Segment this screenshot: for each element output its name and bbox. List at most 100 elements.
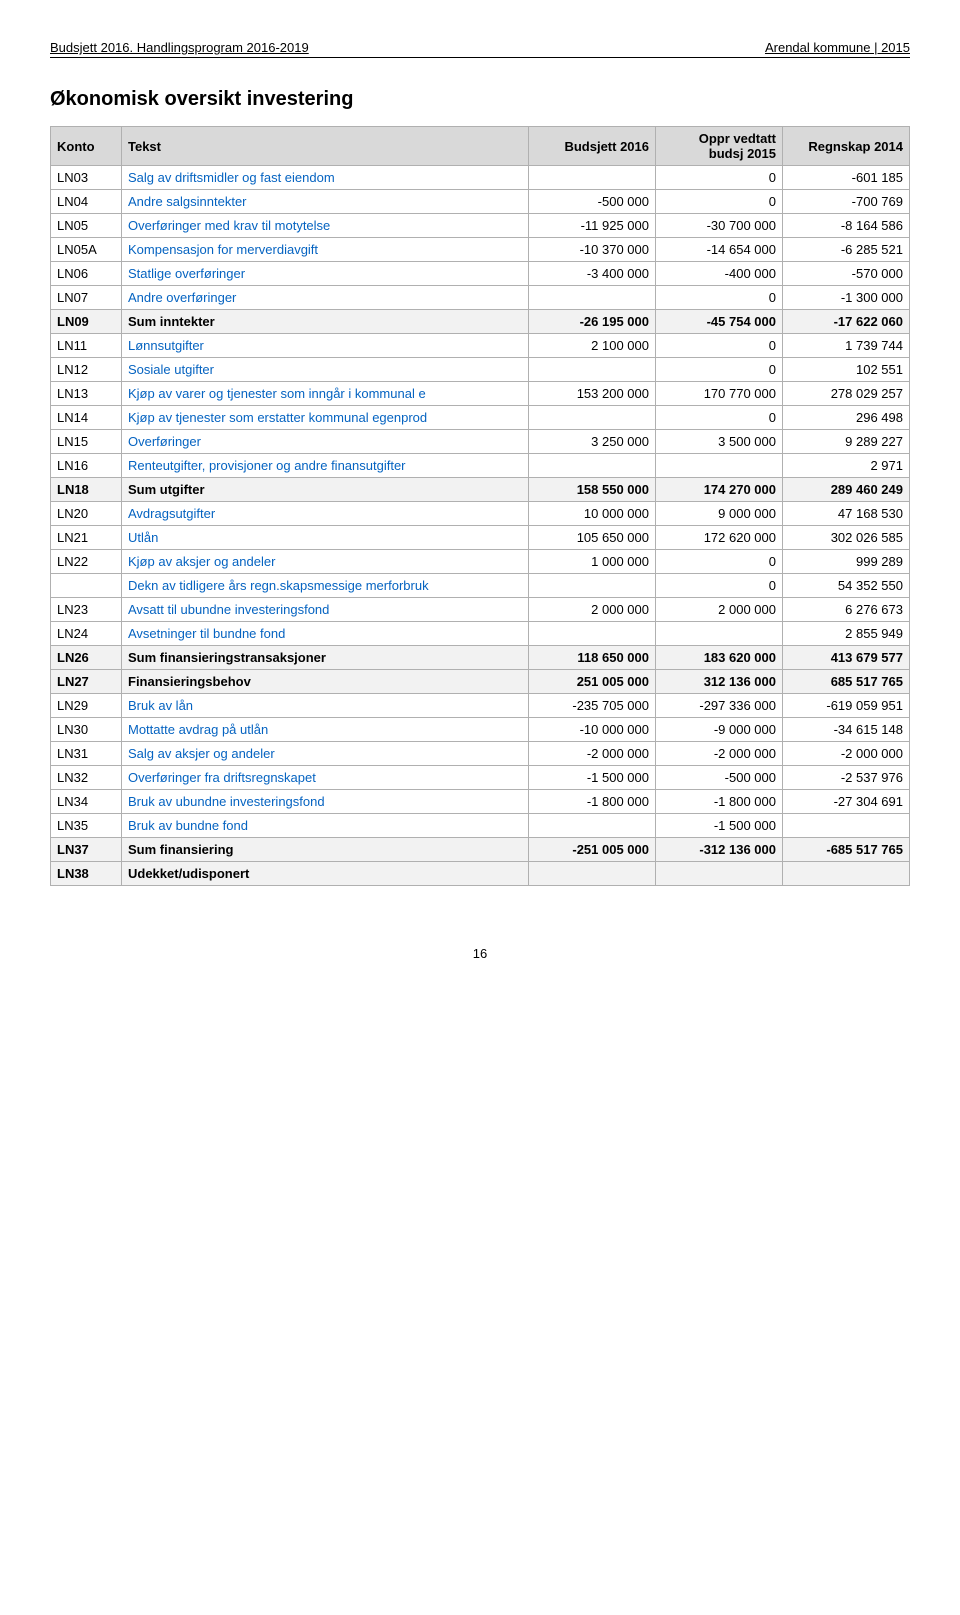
cell-tekst[interactable]: Overføringer — [122, 430, 529, 454]
table-row: LN06Statlige overføringer-3 400 000-400 … — [51, 262, 910, 286]
cell-c2: -9 000 000 — [656, 718, 783, 742]
cell-tekst[interactable]: Avsatt til ubundne investeringsfond — [122, 598, 529, 622]
cell-tekst[interactable]: Avdragsutgifter — [122, 502, 529, 526]
cell-c3: -601 185 — [783, 166, 910, 190]
table-row: LN11Lønnsutgifter2 100 00001 739 744 — [51, 334, 910, 358]
cell-konto: LN30 — [51, 718, 122, 742]
cell-c1: -26 195 000 — [529, 310, 656, 334]
cell-konto: LN35 — [51, 814, 122, 838]
cell-c2 — [656, 862, 783, 886]
cell-konto: LN20 — [51, 502, 122, 526]
cell-c3: -2 537 976 — [783, 766, 910, 790]
cell-konto: LN15 — [51, 430, 122, 454]
table-row: LN05AKompensasjon for merverdiavgift-10 … — [51, 238, 910, 262]
cell-konto: LN04 — [51, 190, 122, 214]
cell-c3: -685 517 765 — [783, 838, 910, 862]
cell-c1: 153 200 000 — [529, 382, 656, 406]
doc-header-right: Arendal kommune | 2015 — [765, 40, 910, 55]
document-header: Budsjett 2016. Handlingsprogram 2016-201… — [50, 40, 910, 58]
cell-c2: 0 — [656, 550, 783, 574]
cell-c3: 2 855 949 — [783, 622, 910, 646]
cell-c1: 251 005 000 — [529, 670, 656, 694]
cell-c2: -14 654 000 — [656, 238, 783, 262]
cell-tekst: Finansieringsbehov — [122, 670, 529, 694]
cell-konto: LN06 — [51, 262, 122, 286]
page-number: 16 — [50, 946, 910, 961]
cell-tekst[interactable]: Overføringer med krav til motytelse — [122, 214, 529, 238]
col-header-konto: Konto — [51, 127, 122, 166]
cell-c1: 118 650 000 — [529, 646, 656, 670]
cell-tekst[interactable]: Bruk av bundne fond — [122, 814, 529, 838]
cell-tekst[interactable]: Sosiale utgifter — [122, 358, 529, 382]
cell-konto: LN07 — [51, 286, 122, 310]
cell-tekst[interactable]: Kompensasjon for merverdiavgift — [122, 238, 529, 262]
cell-c3: 9 289 227 — [783, 430, 910, 454]
cell-c1 — [529, 574, 656, 598]
cell-tekst[interactable]: Bruk av ubundne investeringsfond — [122, 790, 529, 814]
cell-c3: -34 615 148 — [783, 718, 910, 742]
cell-c2: 0 — [656, 574, 783, 598]
cell-c2 — [656, 622, 783, 646]
cell-konto: LN38 — [51, 862, 122, 886]
table-row: LN30Mottatte avdrag på utlån-10 000 000-… — [51, 718, 910, 742]
cell-c2: 0 — [656, 406, 783, 430]
cell-c1 — [529, 406, 656, 430]
table-row: LN23Avsatt til ubundne investeringsfond2… — [51, 598, 910, 622]
cell-konto: LN16 — [51, 454, 122, 478]
cell-c3: 999 289 — [783, 550, 910, 574]
cell-c3: 47 168 530 — [783, 502, 910, 526]
table-row: LN24Avsetninger til bundne fond 2 855 949 — [51, 622, 910, 646]
cell-tekst[interactable]: Kjøp av varer og tjenester som inngår i … — [122, 382, 529, 406]
cell-konto: LN12 — [51, 358, 122, 382]
table-row: LN38Udekket/udisponert — [51, 862, 910, 886]
table-row: LN15Overføringer3 250 0003 500 0009 289 … — [51, 430, 910, 454]
cell-konto: LN27 — [51, 670, 122, 694]
cell-c1 — [529, 166, 656, 190]
table-row: LN13Kjøp av varer og tjenester som inngå… — [51, 382, 910, 406]
cell-c3: -8 164 586 — [783, 214, 910, 238]
cell-konto: LN24 — [51, 622, 122, 646]
cell-c3: 289 460 249 — [783, 478, 910, 502]
cell-tekst[interactable]: Bruk av lån — [122, 694, 529, 718]
cell-konto: LN34 — [51, 790, 122, 814]
cell-tekst[interactable]: Kjøp av aksjer og andeler — [122, 550, 529, 574]
table-row: LN20Avdragsutgifter10 000 0009 000 00047… — [51, 502, 910, 526]
cell-tekst[interactable]: Lønnsutgifter — [122, 334, 529, 358]
cell-c2: 0 — [656, 286, 783, 310]
cell-konto: LN05A — [51, 238, 122, 262]
table-row: LN26Sum finansieringstransaksjoner118 65… — [51, 646, 910, 670]
cell-tekst[interactable]: Statlige overføringer — [122, 262, 529, 286]
cell-c3: 2 971 — [783, 454, 910, 478]
cell-tekst[interactable]: Salg av driftsmidler og fast eiendom — [122, 166, 529, 190]
cell-tekst[interactable]: Andre salgsinntekter — [122, 190, 529, 214]
cell-c2: 174 270 000 — [656, 478, 783, 502]
table-row: LN31Salg av aksjer og andeler-2 000 000-… — [51, 742, 910, 766]
cell-c3: 278 029 257 — [783, 382, 910, 406]
cell-c2: 2 000 000 — [656, 598, 783, 622]
cell-tekst[interactable]: Mottatte avdrag på utlån — [122, 718, 529, 742]
cell-c2: -312 136 000 — [656, 838, 783, 862]
cell-tekst[interactable]: Salg av aksjer og andeler — [122, 742, 529, 766]
cell-c1: -11 925 000 — [529, 214, 656, 238]
cell-tekst[interactable]: Avsetninger til bundne fond — [122, 622, 529, 646]
cell-konto: LN29 — [51, 694, 122, 718]
cell-c1: 158 550 000 — [529, 478, 656, 502]
cell-tekst[interactable]: Overføringer fra driftsregnskapet — [122, 766, 529, 790]
cell-c3: 54 352 550 — [783, 574, 910, 598]
cell-c2: 172 620 000 — [656, 526, 783, 550]
cell-tekst[interactable]: Utlån — [122, 526, 529, 550]
page-title: Økonomisk oversikt investering — [50, 88, 910, 111]
cell-tekst[interactable]: Andre overføringer — [122, 286, 529, 310]
cell-c1: -235 705 000 — [529, 694, 656, 718]
cell-c2: 0 — [656, 166, 783, 190]
cell-konto: LN26 — [51, 646, 122, 670]
cell-c1: 3 250 000 — [529, 430, 656, 454]
table-row: LN16Renteutgifter, provisjoner og andre … — [51, 454, 910, 478]
cell-tekst[interactable]: Renteutgifter, provisjoner og andre fina… — [122, 454, 529, 478]
cell-c3: -570 000 — [783, 262, 910, 286]
cell-c3: 413 679 577 — [783, 646, 910, 670]
cell-tekst: Sum inntekter — [122, 310, 529, 334]
cell-konto: LN32 — [51, 766, 122, 790]
cell-tekst[interactable]: Kjøp av tjenester som erstatter kommunal… — [122, 406, 529, 430]
cell-tekst[interactable]: Dekn av tidligere års regn.skapsmessige … — [122, 574, 529, 598]
